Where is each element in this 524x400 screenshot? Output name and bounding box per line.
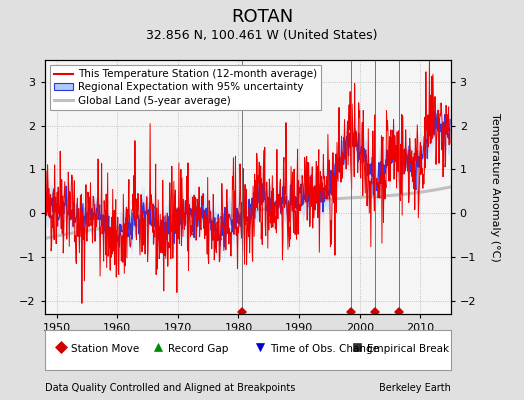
Text: Station Move: Station Move: [71, 344, 139, 354]
Text: Berkeley Earth: Berkeley Earth: [379, 383, 451, 393]
Text: Time of Obs. Change: Time of Obs. Change: [270, 344, 379, 354]
Text: ROTAN: ROTAN: [231, 8, 293, 26]
Text: Data Quality Controlled and Aligned at Breakpoints: Data Quality Controlled and Aligned at B…: [45, 383, 295, 393]
Legend: This Temperature Station (12-month average), Regional Expectation with 95% uncer: This Temperature Station (12-month avera…: [50, 65, 321, 110]
Text: Empirical Break: Empirical Break: [367, 344, 450, 354]
Text: 32.856 N, 100.461 W (United States): 32.856 N, 100.461 W (United States): [146, 29, 378, 42]
Text: Record Gap: Record Gap: [168, 344, 229, 354]
Y-axis label: Temperature Anomaly (°C): Temperature Anomaly (°C): [490, 113, 500, 261]
